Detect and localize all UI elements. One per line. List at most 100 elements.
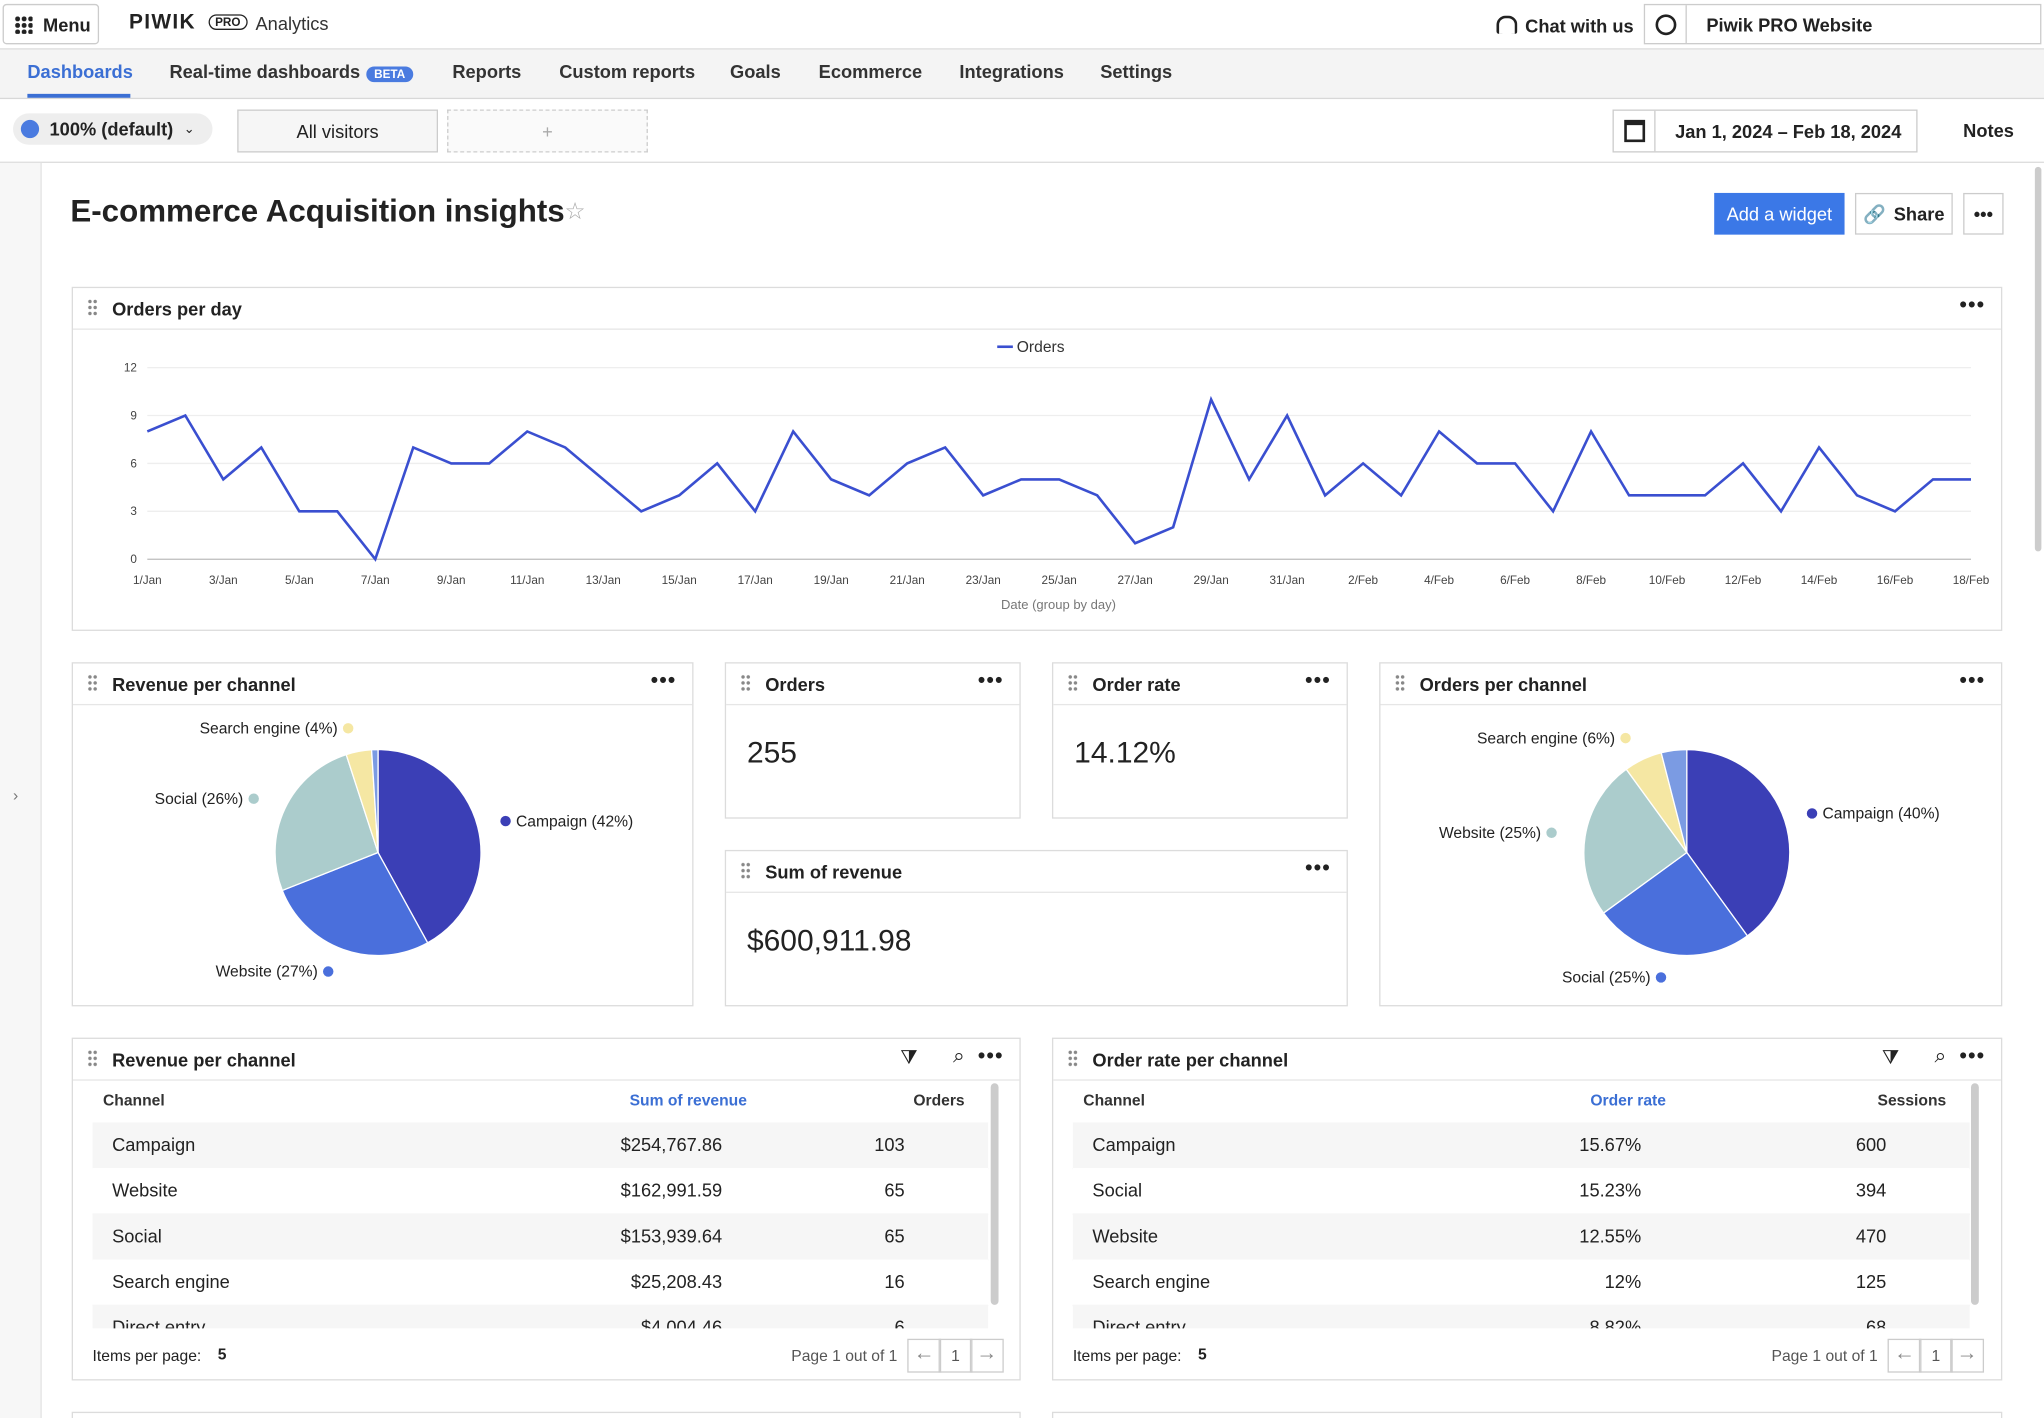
nav-item[interactable]: Ecommerce	[818, 61, 923, 83]
nav-active-underline	[27, 93, 131, 98]
widget-title: Order rate	[1092, 673, 1181, 695]
sidebar	[0, 162, 42, 1418]
next-page[interactable]: →	[1950, 1338, 1985, 1373]
date-range-label: Jan 1, 2024 – Feb 18, 2024	[1675, 120, 1902, 142]
table-row: Website 12.55% 470	[1072, 1213, 1970, 1261]
dashboard-title: E-commerce Acquisition insights	[70, 194, 565, 230]
segment-label: All visitors	[296, 120, 379, 142]
prev-page[interactable]: ←	[907, 1338, 942, 1373]
sampling-label: 100% (default)	[49, 118, 174, 140]
cell: Social	[112, 1225, 162, 1247]
site-selector[interactable]: Piwik PRO Website	[1643, 3, 2042, 45]
nav-item[interactable]: Integrations	[959, 61, 1064, 83]
cell: 103	[874, 1134, 905, 1155]
cell: 6	[894, 1316, 905, 1329]
nav-item[interactable]: Custom reports	[559, 61, 696, 83]
menu-label: Menu	[43, 13, 91, 35]
cell: $25,208.43	[630, 1270, 723, 1292]
table-scrollbar	[990, 1083, 999, 1305]
table-row: Direct entry 8.82% 68	[1072, 1304, 1970, 1329]
nav-item[interactable]: Dashboards	[27, 61, 133, 83]
chat-button[interactable]: Chat with us	[1496, 15, 1634, 36]
cell: Campaign	[1092, 1134, 1176, 1155]
nav-item[interactable]: Reports	[452, 61, 522, 83]
cell: $254,767.86	[620, 1134, 723, 1155]
cell: Search engine	[112, 1270, 230, 1292]
segment-button[interactable]: All visitors	[237, 109, 438, 153]
table-row: Campaign $254,767.86 103	[92, 1122, 989, 1170]
add-segment-button[interactable]: +	[447, 109, 648, 153]
table-row: Search engine 12% 125	[1072, 1259, 1970, 1307]
cell: 65	[884, 1179, 905, 1201]
cell: 65	[884, 1225, 905, 1247]
widget	[1051, 1411, 2003, 1418]
nav-item[interactable]: Settings	[1100, 61, 1173, 83]
table-row: Direct entry $4,004.46 6	[92, 1304, 989, 1329]
cell: 8.82%	[1589, 1316, 1642, 1329]
kpi-value: 14.12%	[1074, 735, 1176, 770]
column-header: Channel	[1083, 1091, 1145, 1110]
kpi-value: $600,911.98	[746, 922, 912, 957]
product-name: Analytics	[255, 13, 329, 34]
nav-bar	[0, 49, 2044, 100]
items-per-page-label: Items per page:	[1072, 1346, 1182, 1365]
add-widget-label: Add a widget	[1726, 203, 1833, 225]
sidebar-toggle[interactable]: ›	[13, 786, 19, 805]
items-per-page-select[interactable]: 5	[1197, 1345, 1207, 1364]
cell: Search engine	[1092, 1270, 1211, 1292]
cell: $153,939.64	[620, 1225, 723, 1247]
widget: Orders per channel •••	[1379, 662, 2003, 1007]
next-page[interactable]: →	[969, 1338, 1004, 1373]
table-widget: Order rate per channel ••• ⧩ ⌕ Channel Order …	[1051, 1037, 2003, 1381]
cell: $4,004.46	[640, 1316, 723, 1329]
widget-title: Orders per day	[112, 298, 242, 320]
sampling-selector[interactable]: 100% (default) ⌄	[13, 113, 213, 145]
date-range-button[interactable]: Jan 1, 2024 – Feb 18, 2024	[1612, 109, 1918, 153]
widget-title: Revenue per channel	[112, 673, 296, 695]
page-number: 1	[1918, 1338, 1953, 1373]
cell: $162,991.59	[620, 1179, 723, 1201]
cell: Direct entry	[1092, 1316, 1186, 1329]
page-info: Page 1 out of 1	[1771, 1346, 1878, 1365]
column-header: Sessions	[1877, 1091, 1947, 1110]
widget-title: Sum of revenue	[765, 861, 903, 883]
table-row: Campaign 15.67% 600	[1072, 1122, 1970, 1170]
beta-badge: BETA	[366, 66, 414, 83]
items-per-page-select[interactable]: 5	[217, 1345, 227, 1364]
cell: Website	[1092, 1225, 1158, 1247]
nav-item[interactable]: Real-time dashboards	[169, 61, 361, 83]
widget: Orders ••• 255	[724, 662, 1021, 819]
cell: Direct entry	[112, 1316, 206, 1329]
table-row: Search engine $25,208.43 16	[92, 1259, 989, 1307]
menu-button[interactable]: Menu	[2, 3, 100, 45]
table-row: Social 15.23% 394	[1072, 1167, 1970, 1215]
cell: 125	[1855, 1270, 1887, 1292]
cell: Website	[112, 1179, 178, 1201]
site-name: Piwik PRO Website	[1706, 13, 1873, 35]
prev-page[interactable]: ←	[1887, 1338, 1922, 1373]
notes-button[interactable]: Notes	[1963, 119, 2014, 141]
widget-title: Orders per channel	[1419, 673, 1587, 695]
add-segment-label: +	[542, 120, 553, 142]
cell: 68	[1865, 1316, 1887, 1329]
brand: PIWIK	[129, 11, 196, 34]
table-scrollbar	[1970, 1083, 1979, 1305]
cell: Social	[1092, 1179, 1143, 1201]
column-header: Orders	[913, 1091, 965, 1110]
widget	[71, 1411, 1021, 1418]
brand-badge: PRO	[208, 14, 248, 30]
table-body: Campaign 15.67% 600 Social 15.23% 394 Website 1…	[1053, 1122, 2001, 1329]
cell: 15.67%	[1579, 1134, 1642, 1155]
widget: Revenue per channel •••	[71, 662, 694, 1007]
cell: 394	[1855, 1179, 1887, 1201]
page-info: Page 1 out of 1	[791, 1346, 898, 1365]
add-widget-button[interactable]: Add a widget	[1714, 192, 1845, 235]
widget: Sum of revenue ••• $600,911.98	[724, 849, 1348, 1007]
toolbar	[0, 99, 2044, 163]
nav-item[interactable]: Goals	[729, 61, 781, 83]
cell: 16	[884, 1270, 905, 1292]
share-button[interactable]: 🔗 Share	[1854, 192, 1953, 235]
more-button[interactable]: •••	[1963, 192, 2004, 235]
favorite-star[interactable]: ☆	[564, 198, 586, 225]
